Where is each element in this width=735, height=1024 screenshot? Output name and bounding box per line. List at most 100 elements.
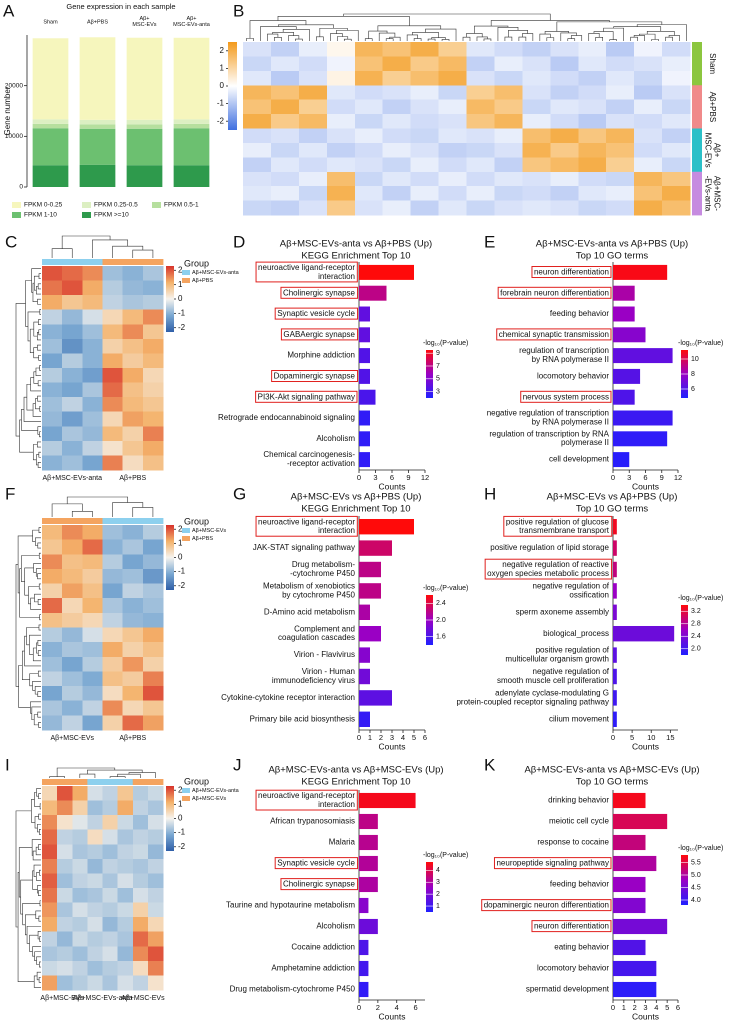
category-label: D-Amino acid metabolism bbox=[264, 607, 355, 616]
heatmap-cell bbox=[57, 960, 73, 976]
bar bbox=[359, 561, 381, 578]
category-label: cell development bbox=[549, 455, 610, 464]
heatmap-cell bbox=[62, 280, 83, 296]
heatmap-cell bbox=[142, 686, 164, 702]
heatmap-cell bbox=[606, 56, 635, 72]
bar bbox=[613, 604, 617, 621]
x-tick-label: Aβ+ MSC-EVs bbox=[132, 16, 156, 28]
row-label: Aβ+MSC-EVs bbox=[703, 133, 721, 168]
bar bbox=[359, 792, 416, 809]
heatmap-cell bbox=[578, 142, 607, 158]
group-bar bbox=[62, 259, 83, 265]
heatmap-cell bbox=[132, 858, 149, 874]
heatmap-cell bbox=[102, 627, 124, 643]
bar bbox=[613, 561, 617, 578]
heatmap-cell bbox=[122, 539, 144, 555]
category-label: Virion - Flavivirus bbox=[294, 650, 355, 659]
heatmap-cell bbox=[466, 85, 495, 101]
bar bbox=[359, 452, 370, 468]
heatmap-cell bbox=[57, 800, 73, 816]
category-label: PI3K-Akt signaling pathway bbox=[258, 392, 355, 401]
group-bar bbox=[692, 200, 702, 216]
heatmap-cell bbox=[102, 902, 119, 918]
column-label: Aβ+PBS bbox=[119, 735, 146, 742]
heatmap-cell bbox=[270, 85, 300, 101]
category-label: negative regulation of transcription by R… bbox=[487, 409, 609, 427]
bar-segment bbox=[79, 128, 116, 165]
category-label: feeding behavior bbox=[550, 309, 609, 318]
bar bbox=[359, 897, 369, 914]
heatmap-cell bbox=[82, 426, 103, 442]
highlight-box bbox=[274, 307, 359, 320]
category-label: meiotic cell cycle bbox=[549, 817, 610, 826]
heatmap-cell bbox=[326, 70, 356, 86]
heatmap-cell bbox=[438, 142, 467, 158]
heatmap-cell bbox=[606, 128, 635, 144]
heatmap-cell bbox=[82, 671, 103, 687]
heatmap-cell bbox=[82, 353, 103, 369]
bar bbox=[359, 604, 370, 621]
highlight-box bbox=[280, 328, 359, 341]
heatmap-cell bbox=[522, 114, 551, 129]
heatmap-cell bbox=[243, 128, 272, 144]
heatmap-cell bbox=[82, 324, 103, 340]
heatmap-cell bbox=[42, 686, 63, 702]
heatmap-cell bbox=[382, 99, 412, 115]
heatmap-cell bbox=[82, 280, 103, 296]
heatmap-cell bbox=[606, 70, 635, 86]
bar bbox=[613, 431, 668, 447]
bar-segment bbox=[79, 37, 116, 120]
heatmap-cell bbox=[117, 829, 134, 845]
heatmap-cell bbox=[142, 368, 164, 383]
category-label: spermatid development bbox=[526, 985, 610, 994]
group-bar bbox=[142, 518, 164, 524]
x-tick-label: 5 bbox=[665, 1003, 669, 1012]
heatmap-cell bbox=[122, 397, 144, 413]
heatmap-cell bbox=[270, 142, 300, 158]
legend-label: FPKM 0-0.25 bbox=[24, 202, 63, 209]
heatmap-cell bbox=[117, 902, 134, 918]
heatmap-cell bbox=[354, 142, 384, 158]
bar bbox=[613, 452, 630, 468]
colorbar-tick-label: 4 bbox=[436, 867, 440, 874]
heatmap-cell bbox=[147, 829, 164, 845]
x-tick-label: 6 bbox=[423, 733, 427, 742]
x-tick-label: 4 bbox=[395, 1003, 399, 1012]
legend-title: Group bbox=[184, 258, 209, 268]
heatmap-cell bbox=[410, 142, 439, 158]
dendrogram bbox=[246, 13, 687, 41]
heatmap-cell bbox=[117, 960, 134, 976]
x-tick-label: 3 bbox=[627, 473, 631, 482]
heatmap-cell bbox=[142, 411, 164, 427]
category-label: Cocaine addiction bbox=[291, 943, 355, 952]
heatmap-cell bbox=[57, 844, 73, 860]
heatmap-cell bbox=[42, 960, 58, 976]
bar bbox=[359, 711, 370, 728]
category-label: positive regulation of multicellular orga… bbox=[505, 646, 609, 664]
bar-segment bbox=[126, 128, 163, 166]
bar bbox=[613, 540, 617, 556]
heatmap-cell bbox=[132, 917, 149, 933]
heatmap-cell bbox=[57, 975, 73, 991]
category-label: Taurine and hypotaurine metabolism bbox=[226, 901, 355, 910]
category-label: neuroactive ligand-receptor interaction bbox=[258, 517, 355, 535]
heatmap-cell bbox=[494, 85, 523, 101]
colorbar-tick-label: 1 bbox=[178, 799, 183, 808]
heatmap-cell bbox=[62, 525, 83, 541]
heatmap-cell bbox=[117, 975, 134, 991]
heatmap-cell bbox=[298, 114, 328, 129]
heatmap-cell bbox=[410, 99, 439, 115]
chart-title: Gene expression in each sample bbox=[66, 2, 175, 11]
x-tick-label: 0 bbox=[357, 733, 361, 742]
heatmap-cell bbox=[550, 56, 579, 72]
bar-segment bbox=[173, 165, 210, 187]
bar bbox=[359, 410, 370, 426]
x-tick-label: 0 bbox=[611, 1003, 615, 1012]
heatmap-cell bbox=[298, 128, 328, 144]
heatmap-cell bbox=[578, 85, 607, 101]
heatmap-cell bbox=[142, 455, 164, 471]
heatmap-cell bbox=[42, 786, 58, 801]
heatmap-cell bbox=[494, 99, 523, 115]
heatmap-cell bbox=[82, 539, 103, 555]
colorbar-title: -log₁₀(P-value) bbox=[678, 595, 723, 602]
